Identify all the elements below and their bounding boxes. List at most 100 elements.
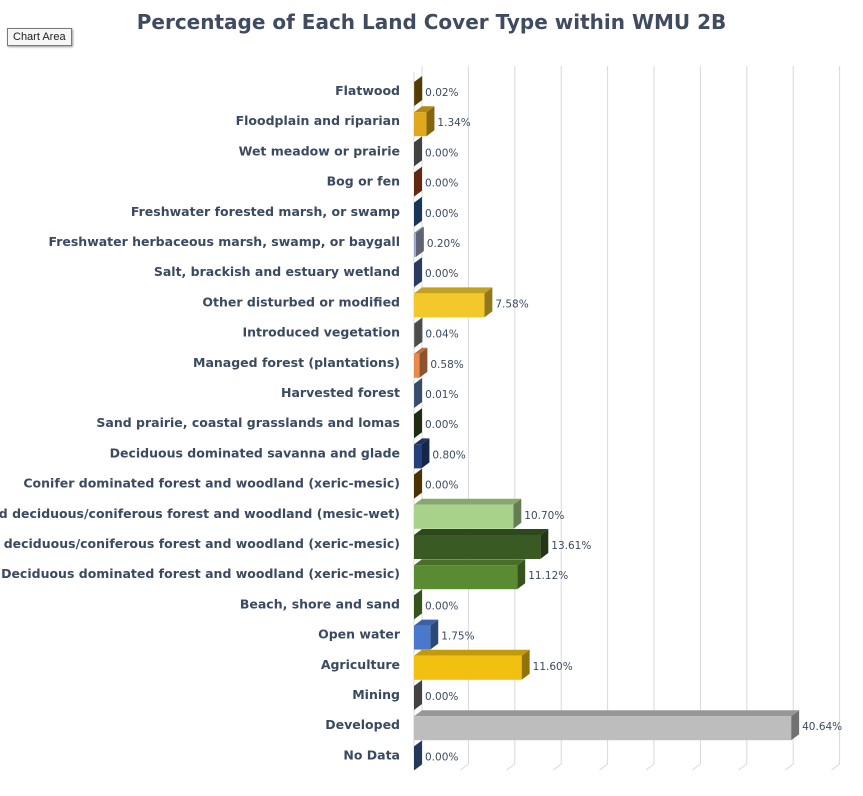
bar-top bbox=[414, 378, 423, 384]
data-label: 0.00% bbox=[425, 419, 458, 431]
bar bbox=[414, 625, 431, 650]
gridline-floor bbox=[552, 763, 562, 771]
category-label: Mining bbox=[352, 687, 400, 702]
bar bbox=[414, 655, 522, 680]
category-label: Agriculture bbox=[321, 657, 400, 672]
bar-side bbox=[414, 378, 423, 408]
bar-side bbox=[430, 619, 439, 650]
gridline-floor bbox=[738, 763, 748, 771]
bar-side bbox=[414, 408, 422, 439]
data-label: 0.20% bbox=[427, 238, 460, 250]
category-label: Introduced vegetation bbox=[242, 325, 400, 340]
bar bbox=[414, 535, 541, 559]
category-label: Developed bbox=[325, 717, 400, 732]
bar-side bbox=[414, 196, 422, 227]
data-label: 0.00% bbox=[425, 208, 458, 220]
data-label: 13.61% bbox=[551, 540, 591, 552]
bar-top bbox=[414, 106, 435, 113]
data-label: 0.01% bbox=[425, 389, 458, 401]
bar-side bbox=[414, 468, 422, 499]
data-label: 0.00% bbox=[425, 751, 458, 763]
gridline-floor bbox=[506, 763, 516, 771]
data-label: 0.58% bbox=[430, 359, 463, 371]
data-label: 1.75% bbox=[441, 631, 474, 643]
category-label: Mixed deciduous/coniferous forest and wo… bbox=[0, 536, 400, 551]
bar-side bbox=[484, 287, 493, 318]
bar bbox=[414, 353, 420, 378]
bar-side bbox=[414, 589, 422, 620]
bar-side bbox=[414, 740, 422, 771]
bar-side bbox=[415, 227, 424, 257]
bar-top bbox=[414, 76, 423, 82]
bar bbox=[414, 565, 518, 590]
data-label: 0.00% bbox=[425, 147, 458, 159]
bar bbox=[414, 504, 514, 529]
bar bbox=[414, 444, 422, 469]
data-label: 0.80% bbox=[432, 449, 465, 461]
bar-top bbox=[414, 498, 522, 505]
bar-top bbox=[414, 317, 423, 324]
data-label: 11.60% bbox=[533, 661, 573, 673]
category-label: Deciduous dominated savanna and glade bbox=[110, 445, 400, 460]
data-label: 0.00% bbox=[425, 178, 458, 190]
bar-side bbox=[414, 136, 422, 167]
category-label: No Data bbox=[343, 747, 400, 762]
bar-top bbox=[414, 529, 549, 535]
category-label: Conifer dominated forest and woodland (x… bbox=[23, 476, 400, 491]
bar-side bbox=[414, 680, 422, 710]
bar-top bbox=[414, 619, 439, 626]
bar bbox=[414, 112, 427, 137]
category-label: Mixed deciduous/coniferous forest and wo… bbox=[0, 506, 400, 521]
category-label: Managed forest (plantations) bbox=[193, 355, 400, 370]
data-label: 11.12% bbox=[528, 570, 568, 582]
bar bbox=[414, 716, 792, 741]
bar-side bbox=[517, 559, 526, 590]
category-label: Deciduous dominated forest and woodland … bbox=[1, 566, 400, 581]
data-label: 0.04% bbox=[425, 329, 458, 341]
gridline-floor bbox=[831, 763, 840, 771]
category-label: Harvested forest bbox=[281, 385, 400, 400]
chart-title: Percentage of Each Land Cover Type withi… bbox=[136, 10, 727, 34]
gridline-floor bbox=[692, 763, 701, 771]
category-label: Freshwater forested marsh, or swamp bbox=[131, 204, 400, 219]
bar-side bbox=[414, 257, 422, 288]
data-label: 40.64% bbox=[802, 721, 842, 733]
data-label: 1.34% bbox=[437, 117, 470, 129]
category-label: Flatwood bbox=[335, 83, 400, 98]
data-label: 0.00% bbox=[425, 480, 458, 492]
bar-top bbox=[414, 227, 424, 233]
data-label: 0.00% bbox=[425, 691, 458, 703]
gridline-floor bbox=[645, 763, 655, 771]
bar-side bbox=[414, 76, 423, 106]
data-label: 7.58% bbox=[495, 298, 528, 310]
chart-area-tooltip[interactable]: Chart Area bbox=[7, 28, 72, 46]
data-label: 0.00% bbox=[425, 600, 458, 612]
bar-top bbox=[414, 710, 800, 717]
gridline-floor bbox=[784, 763, 794, 771]
category-label: Sand prairie, coastal grasslands and lom… bbox=[96, 415, 400, 430]
bar-top bbox=[414, 559, 526, 566]
bar-top bbox=[414, 438, 430, 445]
gridline-floor bbox=[460, 763, 469, 771]
category-label: Floodplain and riparian bbox=[236, 113, 400, 128]
bar-side bbox=[513, 498, 522, 529]
gridline-floor bbox=[599, 763, 608, 771]
bar-side bbox=[540, 529, 549, 559]
category-label: Other disturbed or modified bbox=[202, 294, 400, 309]
category-label: Bog or fen bbox=[327, 174, 400, 189]
category-label: Open water bbox=[318, 627, 401, 642]
bar-side bbox=[426, 106, 435, 137]
bar-top bbox=[414, 287, 493, 294]
data-label: 0.00% bbox=[425, 268, 458, 280]
data-label: 10.70% bbox=[524, 510, 564, 522]
category-label: Wet meadow or prairie bbox=[239, 143, 400, 158]
data-label: 0.02% bbox=[425, 87, 458, 99]
category-label: Freshwater herbaceous marsh, swamp, or b… bbox=[48, 234, 400, 249]
bar-top bbox=[414, 649, 530, 656]
bar-side bbox=[419, 347, 428, 378]
category-label: Beach, shore and sand bbox=[240, 596, 400, 611]
bar-side bbox=[414, 166, 422, 197]
bar-side bbox=[521, 649, 530, 680]
bar-side bbox=[414, 317, 423, 348]
